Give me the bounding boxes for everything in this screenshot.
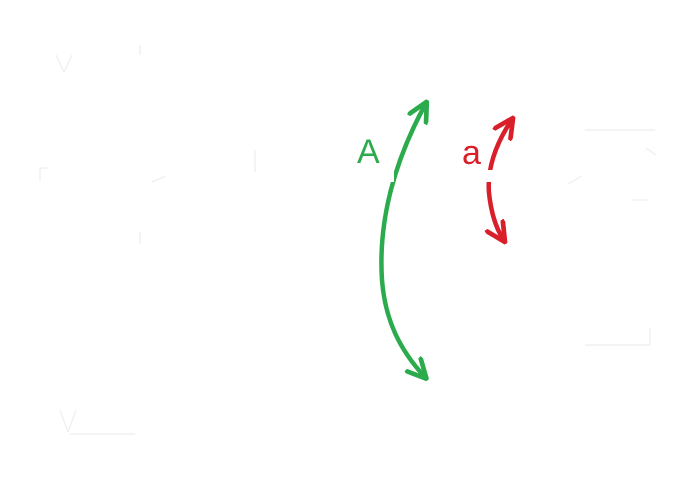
small-arc-label: a: [462, 134, 481, 172]
faint-background-marks: [39, 45, 657, 435]
small-arc-arrow: [489, 121, 511, 239]
large-arc-arrow: [379, 105, 425, 376]
large-arc-label: A: [357, 133, 380, 171]
